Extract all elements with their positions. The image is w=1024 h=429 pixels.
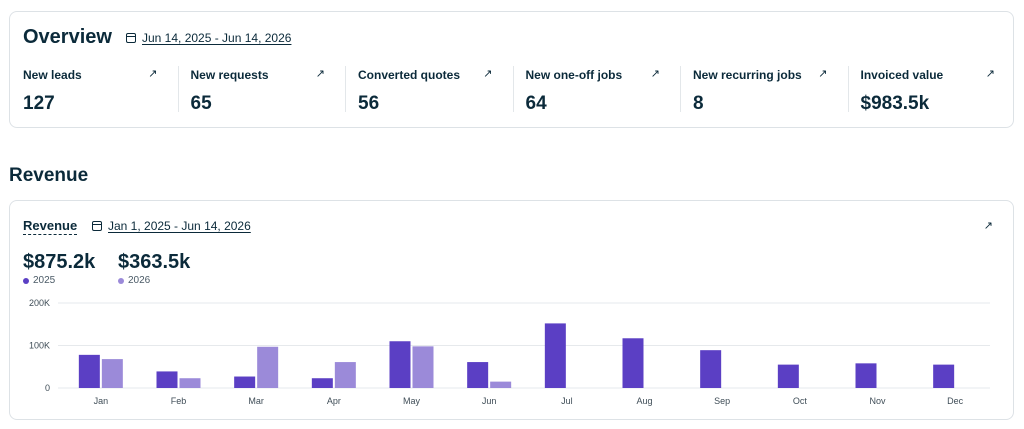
- x-tick-label: Apr: [327, 396, 341, 406]
- metric-label: New one-off jobs: [525, 68, 623, 82]
- x-tick-label: May: [403, 396, 421, 406]
- legend-label: 2026: [128, 275, 151, 286]
- metric-new-requests[interactable]: New requests ↗ 65: [177, 60, 346, 118]
- x-tick-label: Nov: [869, 396, 886, 406]
- calendar-icon: [92, 221, 102, 231]
- bar-2025-jan[interactable]: [78, 354, 100, 388]
- revenue-card: Revenue Jan 1, 2025 - Jun 14, 2026 ↗ $87…: [9, 200, 1014, 420]
- total-value: $875.2k: [23, 251, 96, 273]
- legend-item-2026: 2026: [118, 275, 190, 286]
- bar-2026-feb[interactable]: [179, 378, 201, 388]
- bar-2025-oct[interactable]: [777, 364, 799, 388]
- bar-2025-aug[interactable]: [622, 338, 644, 388]
- arrow-up-right-icon[interactable]: ↗: [818, 68, 828, 80]
- overview-date-range-text: Jun 14, 2025 - Jun 14, 2026: [142, 31, 292, 45]
- metrics-row: New leads ↗ 127 New requests ↗ 65 Conver…: [10, 60, 1015, 120]
- metric-value: $983.5k: [860, 93, 930, 114]
- metric-value: 65: [190, 93, 212, 114]
- bar-2026-may[interactable]: [412, 346, 434, 388]
- x-tick-label: Dec: [947, 396, 964, 406]
- y-tick-label: 200K: [29, 298, 50, 308]
- bar-2025-apr[interactable]: [311, 378, 333, 388]
- metric-label: New requests: [190, 68, 269, 82]
- revenue-bar-chart: 0 100K 200K Jan Feb Mar Apr May Jun Jul Aug Sep Oct N…: [29, 298, 990, 406]
- x-tick-label: Jun: [482, 396, 497, 406]
- y-tick-label: 0: [45, 383, 50, 393]
- revenue-card-title[interactable]: Revenue: [23, 218, 78, 235]
- metric-label: Invoiced value: [860, 68, 944, 82]
- arrow-up-right-icon[interactable]: ↗: [315, 68, 325, 80]
- calendar-icon: [126, 33, 136, 43]
- bar-2025-nov[interactable]: [855, 363, 877, 388]
- arrow-up-right-icon[interactable]: ↗: [650, 68, 660, 80]
- bar-2025-may[interactable]: [389, 341, 411, 388]
- bar-2026-jan[interactable]: [101, 359, 123, 388]
- x-tick-label: Jul: [561, 396, 573, 406]
- revenue-total-2025: $875.2k 2025: [23, 251, 95, 286]
- legend-dot: [118, 277, 124, 284]
- revenue-total-2026: $363.5k 2026: [118, 251, 190, 286]
- overview-date-range-picker[interactable]: Jun 14, 2025 - Jun 14, 2026: [126, 31, 291, 45]
- bar-2025-jun[interactable]: [467, 362, 489, 388]
- bar-2026-mar[interactable]: [257, 346, 279, 388]
- metric-label: New leads: [23, 68, 82, 82]
- legend-label: 2025: [33, 275, 56, 286]
- x-tick-label: Oct: [793, 396, 808, 406]
- arrow-up-right-icon[interactable]: ↗: [985, 68, 995, 80]
- metric-invoiced-value[interactable]: Invoiced value ↗ $983.5k: [847, 60, 1016, 118]
- arrow-up-right-icon[interactable]: ↗: [148, 68, 158, 80]
- bar-2025-sep[interactable]: [700, 350, 722, 388]
- revenue-date-range-text: Jan 1, 2025 - Jun 14, 2026: [108, 219, 251, 233]
- metric-converted-quotes[interactable]: Converted quotes ↗ 56: [345, 60, 513, 118]
- bar-2025-dec[interactable]: [933, 364, 955, 388]
- bar-2025-feb[interactable]: [156, 371, 178, 388]
- metric-new-recurring-jobs[interactable]: New recurring jobs ↗ 8: [680, 60, 848, 118]
- bar-2026-jun[interactable]: [490, 381, 512, 388]
- total-value: $363.5k: [118, 251, 191, 273]
- legend-item-2025: 2025: [23, 275, 95, 286]
- bar-2025-mar[interactable]: [234, 376, 256, 388]
- metric-value: 56: [358, 93, 380, 114]
- overview-title: Overview: [23, 26, 112, 48]
- x-tick-label: Aug: [636, 396, 652, 406]
- arrow-up-right-icon[interactable]: ↗: [983, 220, 993, 232]
- metric-value: 127: [23, 93, 55, 114]
- metric-new-leads[interactable]: New leads ↗ 127: [10, 60, 178, 118]
- bar-2026-apr[interactable]: [334, 362, 356, 388]
- y-tick-label: 100K: [29, 341, 50, 351]
- x-tick-label: Feb: [171, 396, 187, 406]
- metric-label: New recurring jobs: [693, 68, 802, 82]
- metric-value: 8: [693, 93, 704, 114]
- revenue-date-range-picker[interactable]: Jan 1, 2025 - Jun 14, 2026: [92, 219, 251, 233]
- x-tick-label: Sep: [714, 396, 730, 406]
- bar-2025-jul[interactable]: [544, 323, 566, 388]
- x-tick-label: Mar: [248, 396, 264, 406]
- legend-dot: [23, 277, 29, 284]
- metric-new-one-off-jobs[interactable]: New one-off jobs ↗ 64: [512, 60, 681, 118]
- revenue-section-heading: Revenue: [9, 165, 89, 186]
- metric-label: Converted quotes: [358, 68, 461, 82]
- metric-value: 64: [525, 93, 547, 114]
- overview-card: Overview Jun 14, 2025 - Jun 14, 2026 New…: [9, 11, 1014, 128]
- arrow-up-right-icon[interactable]: ↗: [483, 68, 493, 80]
- x-tick-label: Jan: [94, 396, 109, 406]
